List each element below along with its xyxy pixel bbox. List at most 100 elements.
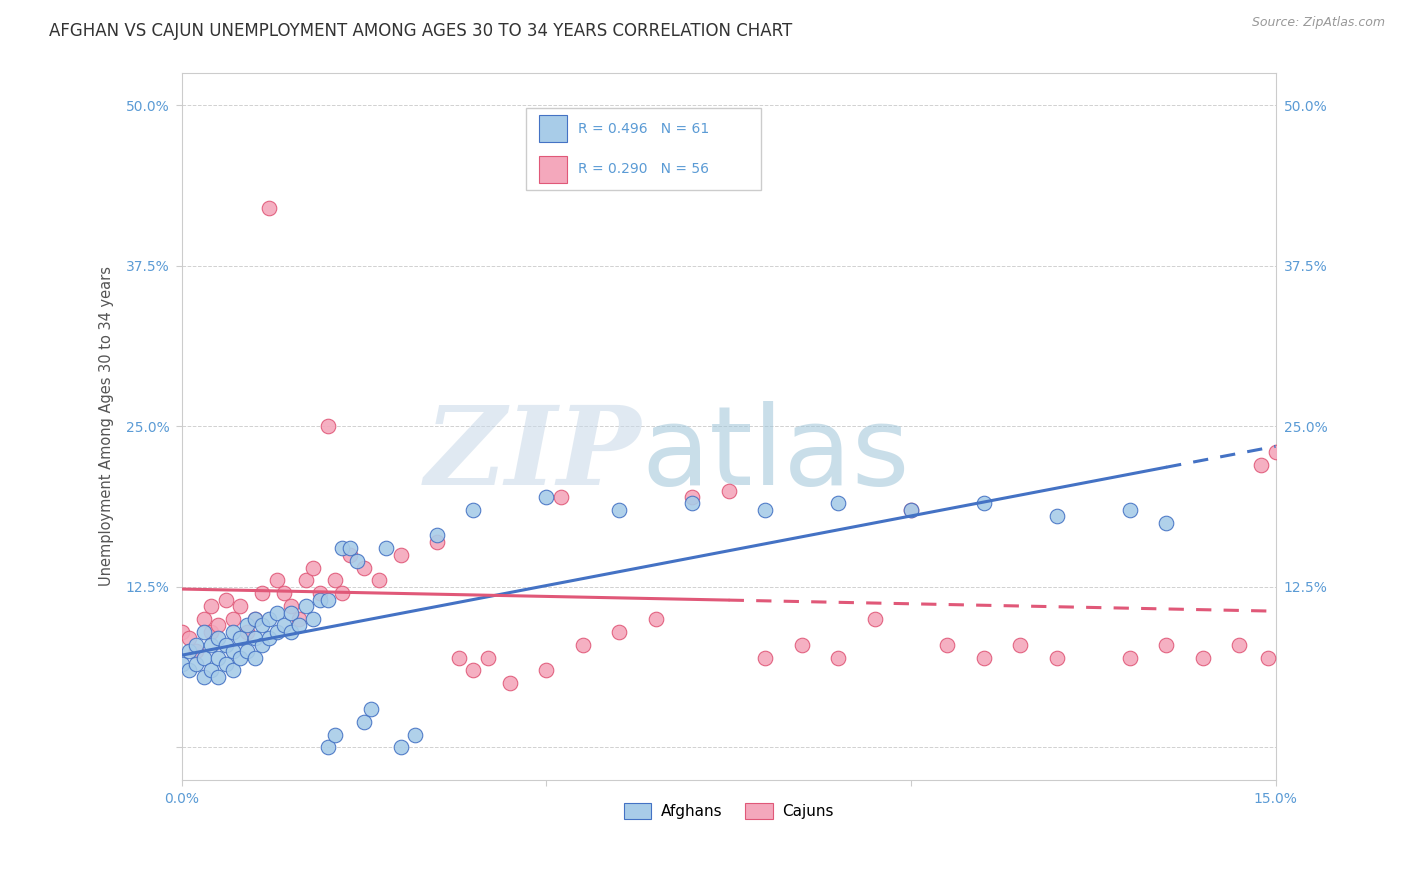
Point [339,548,361,562]
Point [536,490,558,504]
Point [302,560,325,574]
Point [236,618,259,632]
Point [207,670,229,684]
Point [309,586,332,600]
Point [222,644,245,658]
Point [681,496,703,510]
Point [214,592,236,607]
Point [214,638,236,652]
Point [330,541,353,556]
Point [179,664,201,678]
Point [170,657,193,671]
Point [389,740,412,755]
Point [404,728,426,742]
Point [353,714,375,729]
Point [447,650,470,665]
Point [863,612,886,626]
Point [287,618,309,632]
Point [426,528,449,542]
Point [973,496,995,510]
Point [353,560,375,574]
Point [309,592,332,607]
Point [607,503,630,517]
Point [193,670,215,684]
Point [280,606,302,620]
Point [170,624,193,639]
Point [316,419,339,434]
Point [339,541,361,556]
Point [229,650,252,665]
Point [1118,503,1140,517]
Point [259,612,281,626]
Point [243,650,266,665]
Point [229,632,252,646]
Point [1191,650,1213,665]
Point [266,574,288,588]
Point [827,650,849,665]
Point [973,650,995,665]
Text: AFGHAN VS CAJUN UNEMPLOYMENT AMONG AGES 30 TO 34 YEARS CORRELATION CHART: AFGHAN VS CAJUN UNEMPLOYMENT AMONG AGES … [49,22,793,40]
Point [273,618,295,632]
Point [186,644,208,658]
Point [229,599,252,614]
Point [936,638,959,652]
Point [717,483,740,498]
Point [259,201,281,215]
Point [1250,458,1272,472]
Point [644,612,666,626]
Point [1010,638,1032,652]
Point [1046,650,1069,665]
Point [572,638,595,652]
Point [179,632,201,646]
Point [900,503,922,517]
Point [193,650,215,665]
Point [186,638,208,652]
Point [463,664,485,678]
Point [790,638,813,652]
Point [266,624,288,639]
Point [323,574,346,588]
Point [250,586,273,600]
Point [200,638,222,652]
Point [499,676,522,690]
Point [200,624,222,639]
Point [316,592,339,607]
Point [193,612,215,626]
Point [426,535,449,549]
Text: Source: ZipAtlas.com: Source: ZipAtlas.com [1251,16,1385,29]
Point [250,638,273,652]
Point [200,599,222,614]
Point [207,650,229,665]
Point [250,618,273,632]
Point [681,490,703,504]
Point [259,632,281,646]
Text: atlas: atlas [641,401,910,508]
Legend: Afghans, Cajuns: Afghans, Cajuns [617,797,839,825]
Point [193,624,215,639]
Point [1154,638,1177,652]
Point [243,632,266,646]
Point [754,503,776,517]
Point [346,554,368,568]
Point [607,624,630,639]
Bar [540,115,567,142]
Point [1118,650,1140,665]
Bar [540,156,567,183]
Point [1046,509,1069,524]
Point [280,599,302,614]
Bar [526,108,762,190]
Point [236,624,259,639]
Text: R = 0.496   N = 61: R = 0.496 N = 61 [578,122,709,136]
Point [536,664,558,678]
Point [367,574,389,588]
Point [207,618,229,632]
Point [463,503,485,517]
Point [754,650,776,665]
Point [200,664,222,678]
Y-axis label: Unemployment Among Ages 30 to 34 years: Unemployment Among Ages 30 to 34 years [100,267,114,586]
Point [222,624,245,639]
Point [389,548,412,562]
Text: ZIP: ZIP [425,401,641,508]
Point [243,612,266,626]
Point [375,541,398,556]
